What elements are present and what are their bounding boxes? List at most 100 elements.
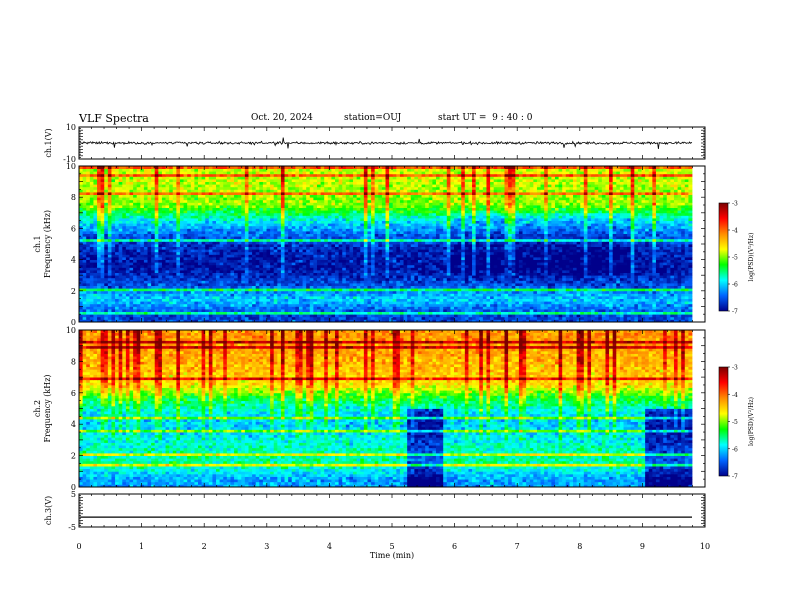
spectrogram-cell <box>234 304 238 307</box>
spectrogram-cell <box>317 296 321 299</box>
spectrogram-cell <box>79 306 83 309</box>
spectrogram-cell <box>187 304 191 307</box>
spectrogram-cell <box>295 304 299 307</box>
spectrogram-cell <box>97 293 101 296</box>
spectrogram-cell <box>414 314 418 317</box>
spectrogram-cell <box>577 299 581 302</box>
spectrogram-cell <box>194 312 198 315</box>
spectrogram-cell <box>530 301 534 304</box>
spectrogram-cell <box>295 312 299 315</box>
spectrogram-cell <box>364 312 368 315</box>
spectrogram-cell <box>209 314 213 317</box>
spectrogram-cell <box>169 293 173 296</box>
spectrogram-cell <box>274 299 278 302</box>
spectrogram-cell <box>162 317 166 320</box>
spectrogram-cell <box>263 317 267 320</box>
spectrogram-cell <box>187 312 191 315</box>
spectrogram-cell <box>313 309 317 312</box>
spectrogram-cell <box>382 304 386 307</box>
spectrogram-cell <box>277 306 281 309</box>
spectrogram-cell <box>541 301 545 304</box>
spectrogram-cell <box>609 309 613 312</box>
spectrogram-cell <box>180 296 184 299</box>
spectrogram-cell <box>148 299 152 302</box>
spectrogram-cell <box>602 301 606 304</box>
spectrogram-cell <box>418 299 422 302</box>
spectrogram-cell <box>126 317 130 320</box>
spectrogram-cell <box>230 309 234 312</box>
spectrogram-cell <box>530 314 534 317</box>
spectrogram-cell <box>256 314 260 317</box>
spectrogram-cell <box>126 309 130 312</box>
spectrogram-cell <box>349 296 353 299</box>
spectrogram-cell <box>541 299 545 302</box>
spectrogram-cell <box>310 314 314 317</box>
spectrogram-cell <box>277 304 281 307</box>
spectrogram-cell <box>137 306 141 309</box>
spectrogram-cell <box>544 314 548 317</box>
spectrogram-cell <box>544 309 548 312</box>
spectrogram-cell <box>580 306 584 309</box>
spectrogram-cell <box>220 296 224 299</box>
spectrogram-cell <box>627 306 631 309</box>
spectrogram-cell <box>252 299 256 302</box>
spectrogram-cell <box>634 309 638 312</box>
spectrogram-cell <box>104 306 108 309</box>
spectrogram-cell <box>238 312 242 315</box>
spectrogram-cell <box>447 301 451 304</box>
spectrogram-cell <box>566 312 570 315</box>
spectrogram-cell <box>386 314 390 317</box>
spectrogram-cell <box>108 309 112 312</box>
spectrogram-cell <box>523 309 527 312</box>
spectrogram-cell <box>544 317 548 320</box>
spectrogram-cell <box>638 301 642 304</box>
spectrogram-cell <box>331 296 335 299</box>
spectrogram-cell <box>86 309 90 312</box>
spectrogram-cell <box>133 312 137 315</box>
spectrogram-cell <box>634 304 638 307</box>
spectrogram-cell <box>158 309 162 312</box>
spectrogram-cell <box>414 304 418 307</box>
spectrogram-cell <box>526 299 530 302</box>
spectrogram-cell <box>184 306 188 309</box>
spectrogram-cell <box>267 304 271 307</box>
spectrogram-cell <box>223 296 227 299</box>
spectrogram-cell <box>638 296 642 299</box>
spectrogram-cell <box>393 309 397 312</box>
spectrogram-cell <box>79 293 83 296</box>
spectrogram-cell <box>126 301 130 304</box>
spectrogram-cell <box>205 296 209 299</box>
spectrogram-cell <box>465 309 469 312</box>
spectrogram-cell <box>205 309 209 312</box>
spectrogram-cell <box>173 301 177 304</box>
spectrogram-cell <box>155 304 159 307</box>
spectrogram-cell <box>202 309 206 312</box>
spectrogram-cell <box>137 296 141 299</box>
spectrogram-cell <box>166 301 170 304</box>
spectrogram-cell <box>523 301 527 304</box>
spectrogram-cell <box>342 309 346 312</box>
spectrogram-cell <box>108 306 112 309</box>
spectrogram-cell <box>191 304 195 307</box>
spectrogram-cell <box>331 312 335 315</box>
spectrogram-cell <box>223 314 227 317</box>
spectrogram-cell <box>90 301 94 304</box>
spectrogram-cell <box>115 301 119 304</box>
spectrogram-cell <box>548 306 552 309</box>
spectrogram-cell <box>591 309 595 312</box>
spectrogram-cell <box>176 309 180 312</box>
spectrogram-cell <box>562 312 566 315</box>
spectrogram-cell <box>346 301 350 304</box>
spectrogram-cell <box>656 317 660 320</box>
spectrogram-cell <box>670 299 674 302</box>
spectrogram-cell <box>166 309 170 312</box>
spectrogram-cell <box>447 304 451 307</box>
spectrogram-cell <box>83 312 87 315</box>
spectrogram-cell <box>129 314 133 317</box>
spectrogram-cell <box>202 312 206 315</box>
spectrogram-cell <box>353 317 357 320</box>
spectrogram-cell <box>580 312 584 315</box>
spectrogram-cell <box>216 309 220 312</box>
spectrogram-cell <box>667 314 671 317</box>
spectrogram-cell <box>436 309 440 312</box>
